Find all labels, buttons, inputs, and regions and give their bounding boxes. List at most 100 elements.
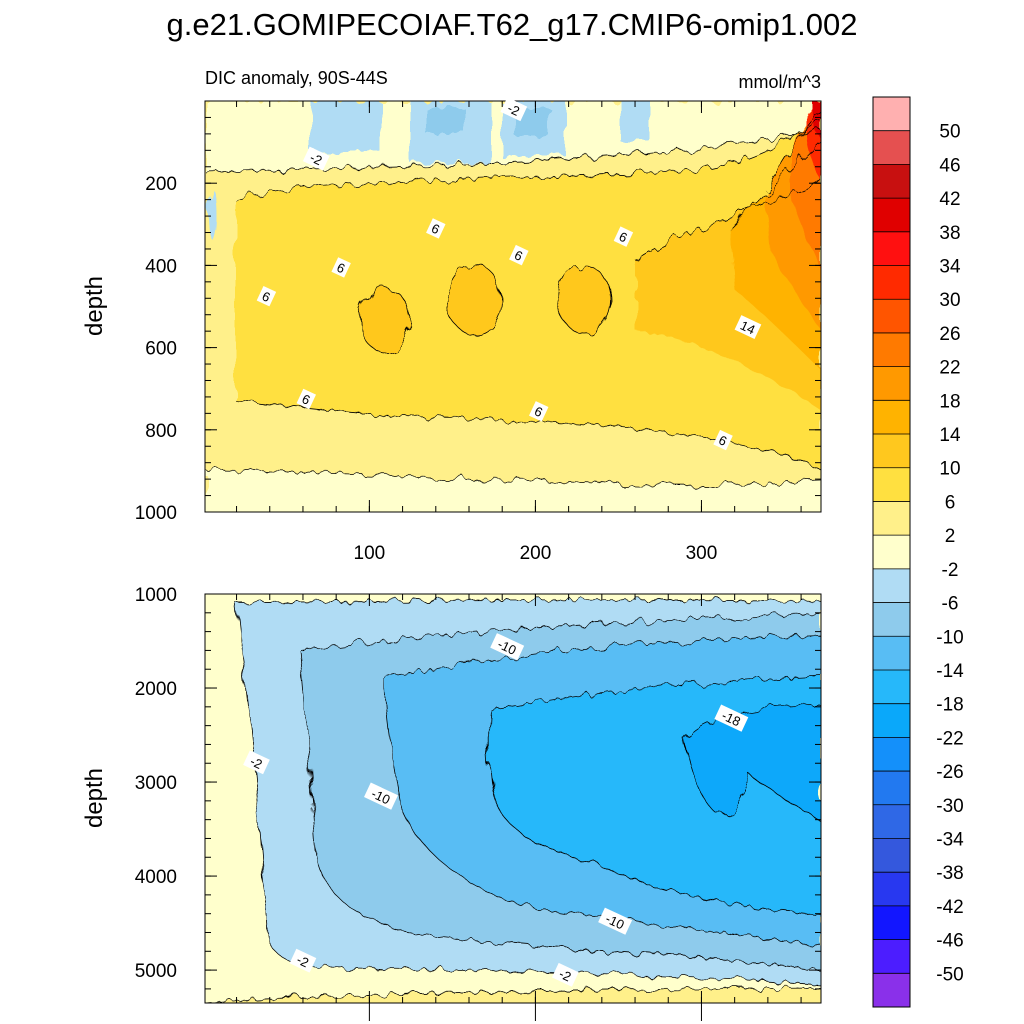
colorbar-swatch [873,939,910,974]
colorbar-level-label: 2 [945,526,956,547]
colorbar-level-label: -2 [942,560,959,581]
colorbar-swatch [873,434,910,469]
colorbar-level-label: 46 [939,155,960,176]
lower-contour-label-text: -10 [495,636,518,658]
colorbar-level-label: -14 [936,661,964,682]
colorbar-swatch [873,636,910,671]
colorbar-level-label: 34 [939,257,961,278]
colorbar-swatch [873,467,910,502]
lower-contour-label-text: -2 [294,952,311,970]
lower-contour-label-text: -2 [557,966,574,984]
colorbar-level-label: 50 [939,122,960,143]
lower-contour-label: -2 [243,750,270,775]
colorbar-level-label: -10 [936,627,963,648]
colorbar-frame [872,96,911,1008]
upper-contour-label-box [529,401,549,422]
lower-contour-label: -10 [490,633,525,661]
upper-contour-label-box [302,146,330,171]
colorbar-swatch [873,973,910,1008]
colorbar-level-label: 14 [939,425,961,446]
colorbar-swatch [873,198,910,233]
colorbar-level-label: -30 [936,796,963,817]
colorbar-swatch [873,568,910,603]
upper-contour-label-box [296,388,317,410]
upper-contour-label-box [331,257,351,278]
lower-contour-label-box [289,948,317,973]
colorbar-level-label: -6 [942,594,959,615]
upper-panel: 200 400 600 800 1000 100 200 300 -2 -2 6 6 6 6 6 14 6 6… [81,97,822,564]
lower-y-tick-label: 5000 [135,961,177,982]
colorbar-level-label: 38 [939,223,960,244]
lower-contour-label-box [364,782,398,810]
units-label: mmol/m^3 [739,72,821,92]
colorbar-level-label: 26 [939,324,960,345]
colorbar-swatch [873,130,910,165]
lower-contour-label: -2 [551,962,579,987]
colorbar-swatch [873,97,910,132]
lower-contour-label-text: -2 [248,754,265,772]
colorbar-swatch [873,332,910,367]
upper-contour-label: 6 [331,257,351,278]
upper-y-tick-label: 200 [145,174,177,195]
colorbar-swatch [873,602,910,637]
lower-contour-label: -18 [714,704,749,732]
upper-contour-label: 6 [296,388,317,410]
upper-y-tick-label: 800 [145,421,177,442]
lower-contour-label: -10 [598,907,633,935]
upper-contour-label-text: -2 [505,100,522,118]
colorbar-level-label: 42 [939,189,960,210]
colorbar-swatch [873,872,910,907]
lower-contour-label-box [490,633,525,661]
colorbar-swatch [873,804,910,839]
colorbar-level-label: 22 [939,358,960,379]
colorbar-level-label: -50 [936,964,963,985]
upper-contour-label: 6 [529,401,549,422]
lower-y-tick-label: 4000 [135,867,177,888]
colorbar-level-label: 18 [939,391,960,412]
upper-y-tick-label: 1000 [135,503,177,524]
upper-contour-label: 6 [713,429,733,451]
upper-contour-label: -2 [302,146,330,171]
upper-y-tick-label: 400 [145,256,177,277]
colorbar-level-label: -26 [936,762,963,783]
colorbar-level-label: -42 [936,897,963,918]
colorbar-level-label: -22 [936,728,963,749]
lower-contour-label-text: -18 [719,708,742,730]
chart-title: g.e21.GOMIPECOIAF.T62_g17.CMIP6-omip1.00… [167,7,858,42]
colorbar-swatch [873,265,910,300]
colorbar-level-label: -38 [936,863,963,884]
colorbar-swatch [873,737,910,772]
colorbar-swatch [873,905,910,940]
upper-contour-label-text: 14 [738,318,757,338]
upper-y-tick-label: 600 [145,339,177,360]
upper-contour-label-box [509,244,529,266]
upper-contour-label: 6 [613,226,634,247]
upper-y-axis-label: depth [81,276,108,336]
upper-contour-label: 6 [256,286,277,307]
lower-contour-label-box [551,962,579,987]
lower-contour-label-box [243,750,270,775]
colorbar-level-label: 10 [939,459,960,480]
colorbar-level-label: -18 [936,695,963,716]
lower-contour-label-text: -10 [369,786,392,808]
colorbar-level-label: 6 [945,492,956,513]
lower-contour-label-box [714,704,749,732]
colorbar-swatch [873,669,910,704]
colorbar-swatch [873,535,910,570]
lower-contour-label: -10 [364,782,398,810]
upper-x-tick-label: 100 [354,543,386,564]
colorbar-swatch [873,703,910,738]
upper-contour-label-box [734,315,762,339]
upper-contour-label: 6 [509,244,529,266]
lower-y-tick-label: 3000 [135,773,177,794]
colorbar-swatch [873,838,910,873]
colorbar-swatch [873,771,910,806]
upper-x-tick-label: 300 [686,543,718,564]
upper-contour-label: 6 [426,218,446,239]
colorbar-swatch [873,400,910,435]
upper-contour-label: 14 [734,315,762,339]
colorbar-swatch [873,501,910,536]
colorbar-swatch [873,164,910,199]
colorbar-swatch [873,231,910,266]
